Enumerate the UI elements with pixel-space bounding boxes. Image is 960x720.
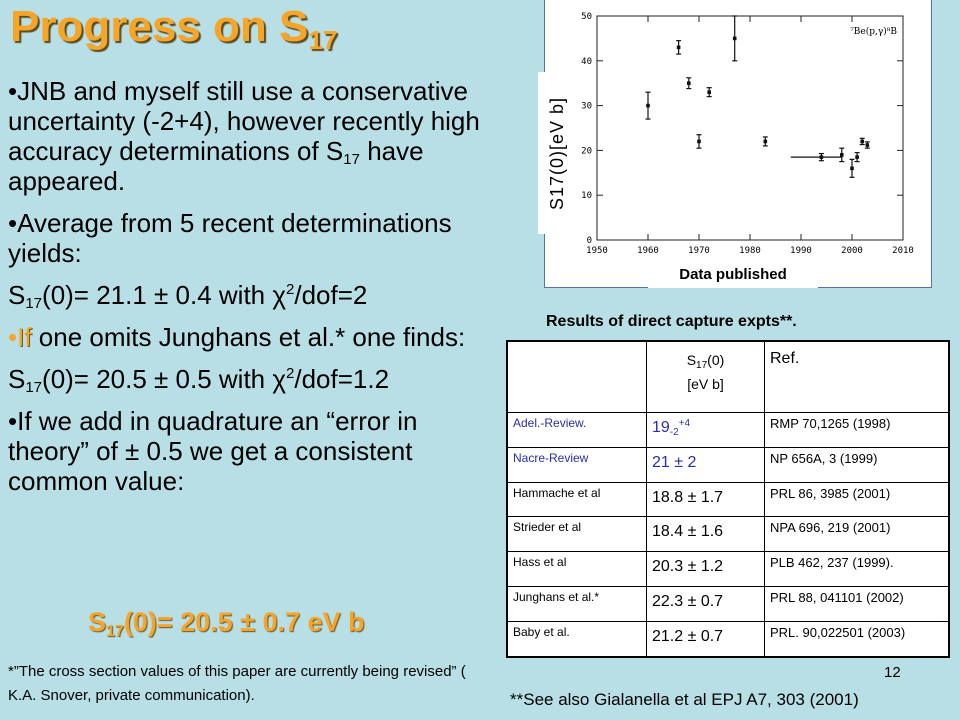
row-ref: NP 656A, 3 (1999): [764, 446, 950, 483]
slide-title: Progress on S17: [10, 2, 338, 55]
row-name: Adel.-Review.: [506, 412, 647, 448]
row-ref: PRL 88, 041101 (2002): [764, 586, 950, 622]
results-table: S17(0) [eV b] Ref. Adel.-Review. 19-2+4 R…: [506, 340, 950, 658]
row-value: 21 ± 2: [646, 446, 765, 483]
data-point: [763, 139, 768, 144]
bullet-quadrature: •If we add in quadrature an “error in th…: [8, 406, 418, 496]
published-data-plot: 0 10 20 30 40 50 1950 1960 1970 1980 1990 2000 2010 ⁷…: [544, 0, 932, 288]
x-tick-label: 2010: [892, 246, 914, 256]
row-value: 22.3 ± 0.7: [646, 586, 765, 622]
plot-caption: Data published: [648, 262, 818, 288]
row-value: 20.3 ± 1.2: [646, 551, 765, 588]
y-tick-label: 0: [587, 236, 592, 246]
x-tick-label: 2000: [841, 246, 863, 256]
see-also-note: **See also Gialanella et al EPJ A7, 303 …: [510, 690, 859, 709]
data-point: [707, 90, 711, 94]
bullet-omit-junghans: •If one omits Junghans et al.* one finds…: [8, 322, 466, 352]
plot-ylabel: S17(0)[eV b]: [547, 96, 568, 210]
y-tick-label: 40: [581, 57, 592, 67]
y-tick-label: 50: [581, 12, 592, 22]
row-name: Nacre-Review: [506, 446, 647, 483]
data-point: [860, 139, 864, 144]
ylabel-background: [538, 72, 578, 234]
x-tick-label: 1950: [586, 246, 608, 256]
table-row: Hammache et al 18.8 ± 1.7 PRL 86, 3985 (…: [506, 481, 950, 518]
row-ref: RMP 70,1265 (1998): [764, 412, 950, 448]
data-point: [687, 81, 691, 85]
row-value: 18.4 ± 1.6: [646, 516, 765, 553]
y-tick-label: 30: [581, 102, 592, 112]
data-point: [850, 166, 854, 171]
y-tick-label: 10: [581, 191, 592, 201]
plot-axes-box: [596, 15, 904, 241]
y-tick-label: 20: [581, 146, 592, 156]
results-title: Results of direct capture expts**.: [546, 313, 797, 330]
table-row: Baby et al. 21.2 ± 0.7 PRL. 90,022501 (2…: [506, 620, 950, 658]
data-point: [676, 45, 681, 50]
row-name: Hammache et al: [506, 481, 647, 518]
data-point: [840, 153, 844, 157]
row-name: Strieder et al: [506, 516, 647, 553]
data-point: [865, 143, 870, 147]
row-ref: PRL 86, 3985 (2001): [764, 481, 950, 518]
x-tick-label: 1970: [688, 246, 710, 256]
bullet-list: •JNB and myself still use a conservative…: [8, 76, 488, 508]
bullet-average: •Average from 5 recent determinations yi…: [8, 208, 452, 268]
row-name: Junghans et al.*: [506, 586, 647, 622]
equation-average: S17(0)= 21.1 ± 0.4 with χ2/dof=2: [8, 280, 368, 312]
slide-number: 12: [884, 664, 901, 681]
data-point: [732, 36, 737, 41]
x-tick-label: 1990: [790, 246, 812, 256]
final-value: S17(0)= 20.5 ± 0.7 eV b: [88, 607, 365, 640]
row-value: 21.2 ± 0.7: [646, 620, 765, 658]
plot-svg: 0 10 20 30 40 50 1950 1960 1970 1980 1990 2000 2010 ⁷…: [581, 12, 914, 256]
header-ref: Ref.: [764, 340, 950, 413]
bullet-uncertainty: •JNB and myself still use a conservative…: [8, 76, 480, 196]
table-row: Nacre-Review 21 ± 2 NP 656A, 3 (1999): [506, 446, 950, 483]
data-point: [819, 155, 824, 159]
header-s17: S17(0) [eV b]: [646, 340, 765, 413]
row-ref: PRL. 90,022501 (2003): [764, 620, 950, 658]
row-name: Baby et al.: [506, 620, 647, 658]
reaction-label: ⁷Be(p,γ)⁸B: [850, 26, 897, 37]
row-value: 19-2+4: [646, 412, 765, 448]
row-ref: NPA 696, 219 (2001): [764, 516, 950, 553]
data-point: [855, 155, 859, 159]
table-row: Adel.-Review. 19-2+4 RMP 70,1265 (1998): [506, 412, 950, 448]
row-name: Hass et al: [506, 551, 647, 588]
footnote: *”The cross section values of this paper…: [8, 663, 466, 704]
header-empty-cell: [506, 340, 647, 413]
table-header-row: S17(0) [eV b] Ref.: [506, 340, 950, 413]
table-row: Hass et al 20.3 ± 1.2 PLB 462, 237 (1999…: [506, 551, 950, 588]
equation-omit: S17(0)= 20.5 ± 0.5 with χ2/dof=1.2: [8, 364, 390, 396]
data-point: [697, 139, 701, 144]
x-tick-label: 1960: [637, 246, 659, 256]
table-row: Junghans et al.* 22.3 ± 0.7 PRL 88, 0411…: [506, 586, 950, 622]
row-value: 18.8 ± 1.7: [646, 481, 765, 518]
data-point: [646, 103, 650, 108]
x-tick-label: 1980: [739, 246, 761, 256]
table-row: Strieder et al 18.4 ± 1.6 NPA 696, 219 (…: [506, 516, 950, 553]
row-ref: PLB 462, 237 (1999).: [764, 551, 950, 588]
